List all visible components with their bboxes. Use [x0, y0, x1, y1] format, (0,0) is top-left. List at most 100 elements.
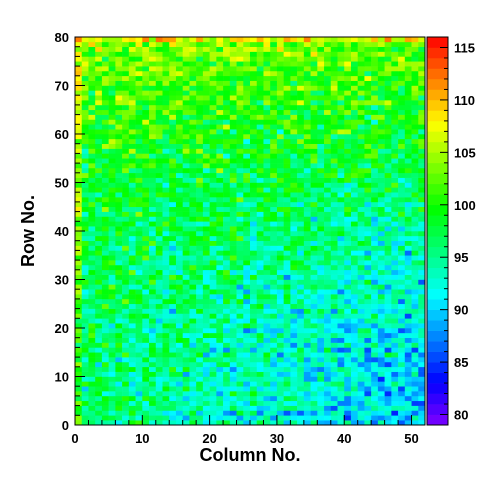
heatmap-cell	[135, 177, 143, 183]
heatmap-cell	[411, 80, 419, 86]
heatmap-cell	[209, 337, 217, 343]
heatmap-cell	[418, 182, 426, 188]
heatmap-cell	[142, 352, 150, 358]
heatmap-cell	[229, 231, 237, 237]
heatmap-cell	[330, 129, 338, 135]
heatmap-cell	[122, 143, 130, 149]
heatmap-cell	[236, 328, 244, 334]
heatmap-cell	[142, 211, 150, 217]
heatmap-cell	[317, 410, 325, 416]
heatmap-cell	[149, 371, 157, 377]
heatmap-cell	[270, 381, 278, 387]
heatmap-cell	[263, 269, 271, 275]
heatmap-cell	[418, 289, 426, 295]
heatmap-cell	[283, 167, 291, 174]
heatmap-cell	[169, 361, 177, 368]
heatmap-cell	[202, 337, 210, 343]
heatmap-cell	[364, 104, 372, 111]
heatmap-cell	[95, 231, 103, 237]
heatmap-cell	[404, 366, 412, 372]
heatmap-cell	[236, 279, 244, 285]
heatmap-cell	[202, 192, 210, 198]
heatmap-cell	[135, 391, 143, 397]
heatmap-cell	[209, 264, 217, 271]
heatmap-cell	[337, 134, 345, 140]
heatmap-cell	[330, 143, 338, 149]
heatmap-cell	[377, 167, 385, 174]
heatmap-cell	[196, 386, 204, 392]
heatmap-cell	[243, 323, 251, 329]
heatmap-cell	[303, 381, 311, 387]
heatmap-cell	[236, 294, 244, 300]
heatmap-cell	[324, 138, 332, 144]
heatmap-cell	[169, 124, 177, 130]
heatmap-cell	[108, 56, 116, 62]
heatmap-cell	[384, 167, 392, 174]
heatmap-cell	[162, 294, 170, 300]
heatmap-cell	[256, 182, 264, 188]
heatmap-cell	[418, 308, 426, 314]
heatmap-cell	[364, 260, 372, 266]
heatmap-cell	[108, 201, 116, 208]
heatmap-cell	[371, 410, 379, 416]
heatmap-cell	[243, 41, 251, 47]
heatmap-cell	[350, 80, 358, 86]
heatmap-cell	[384, 250, 392, 256]
heatmap-cell	[88, 56, 96, 62]
heatmap-cell	[101, 260, 109, 266]
heatmap-cell	[101, 391, 109, 397]
heatmap-cell	[270, 235, 278, 241]
heatmap-cell	[169, 167, 177, 174]
heatmap-cell	[196, 221, 204, 227]
heatmap-cell	[404, 347, 412, 353]
heatmap-cell	[128, 143, 136, 149]
heatmap-cell	[310, 75, 318, 81]
heatmap-cell	[223, 245, 231, 251]
heatmap-cell	[243, 298, 251, 305]
heatmap-cell	[81, 294, 89, 300]
heatmap-cell	[324, 279, 332, 285]
heatmap-cell	[155, 303, 163, 309]
heatmap-cell	[337, 201, 345, 208]
heatmap-cell	[270, 240, 278, 246]
heatmap-cell	[256, 51, 264, 57]
heatmap-cell	[330, 255, 338, 261]
heatmap-cell	[398, 313, 406, 319]
heatmap-cell	[169, 405, 177, 411]
heatmap-cell	[384, 376, 392, 382]
heatmap-cell	[411, 410, 419, 416]
heatmap-cell	[135, 318, 143, 324]
heatmap-cell	[196, 143, 204, 149]
heatmap-cell	[398, 366, 406, 372]
heatmap-cell	[290, 240, 298, 246]
heatmap-cell	[283, 294, 291, 300]
heatmap-cell	[357, 177, 365, 183]
heatmap-cell	[270, 289, 278, 295]
heatmap-cell	[88, 148, 96, 154]
heatmap-cell	[202, 298, 210, 305]
heatmap-cell	[391, 177, 399, 183]
heatmap-cell	[404, 405, 412, 411]
heatmap-cell	[398, 41, 406, 47]
heatmap-cell	[162, 264, 170, 271]
heatmap-cell	[357, 250, 365, 256]
heatmap-cell	[101, 289, 109, 295]
heatmap-cell	[310, 410, 318, 416]
heatmap-cell	[297, 405, 305, 411]
heatmap-cell	[209, 357, 217, 363]
heatmap-cell	[216, 269, 224, 275]
heatmap-cell	[122, 56, 130, 62]
heatmap-cell	[155, 294, 163, 300]
heatmap-cell	[175, 46, 183, 52]
heatmap-cell	[330, 114, 338, 120]
heatmap-cell	[216, 85, 224, 91]
heatmap-cell	[344, 400, 352, 406]
heatmap-cell	[310, 294, 318, 300]
heatmap-cell	[377, 352, 385, 358]
heatmap-cell	[169, 114, 177, 120]
heatmap-cell	[229, 114, 237, 120]
heatmap-cell	[196, 153, 204, 159]
heatmap-cell	[371, 75, 379, 81]
heatmap-cell	[250, 61, 258, 67]
heatmap-cell	[303, 51, 311, 57]
